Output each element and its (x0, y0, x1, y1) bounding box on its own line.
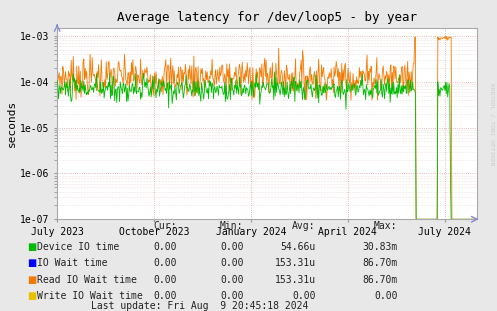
Text: 54.66u: 54.66u (280, 242, 316, 252)
Text: 0.00: 0.00 (153, 275, 176, 285)
Title: Average latency for /dev/loop5 - by year: Average latency for /dev/loop5 - by year (117, 11, 417, 24)
Text: 0.00: 0.00 (220, 258, 244, 268)
Text: 86.70m: 86.70m (362, 258, 398, 268)
Text: 0.00: 0.00 (153, 291, 176, 301)
Text: Device IO time: Device IO time (37, 242, 119, 252)
Text: 86.70m: 86.70m (362, 275, 398, 285)
Text: 153.31u: 153.31u (274, 258, 316, 268)
Text: RRDTOOL / TOBI OETIKER: RRDTOOL / TOBI OETIKER (490, 83, 495, 166)
Text: Read IO Wait time: Read IO Wait time (37, 275, 137, 285)
Text: 0.00: 0.00 (292, 291, 316, 301)
Text: IO Wait time: IO Wait time (37, 258, 108, 268)
Text: ■: ■ (27, 242, 37, 252)
Text: 30.83m: 30.83m (362, 242, 398, 252)
Text: Max:: Max: (374, 220, 398, 230)
Text: ■: ■ (27, 275, 37, 285)
Text: ■: ■ (27, 258, 37, 268)
Text: 0.00: 0.00 (374, 291, 398, 301)
Text: 0.00: 0.00 (220, 242, 244, 252)
Text: ■: ■ (27, 291, 37, 301)
Text: Last update: Fri Aug  9 20:45:18 2024: Last update: Fri Aug 9 20:45:18 2024 (91, 301, 308, 311)
Text: Avg:: Avg: (292, 220, 316, 230)
Text: 0.00: 0.00 (153, 258, 176, 268)
Text: 153.31u: 153.31u (274, 275, 316, 285)
Text: 0.00: 0.00 (220, 291, 244, 301)
Text: Cur:: Cur: (153, 220, 176, 230)
Text: Write IO Wait time: Write IO Wait time (37, 291, 143, 301)
Text: Min:: Min: (220, 220, 244, 230)
Text: 0.00: 0.00 (153, 242, 176, 252)
Y-axis label: seconds: seconds (7, 100, 17, 147)
Text: 0.00: 0.00 (220, 275, 244, 285)
